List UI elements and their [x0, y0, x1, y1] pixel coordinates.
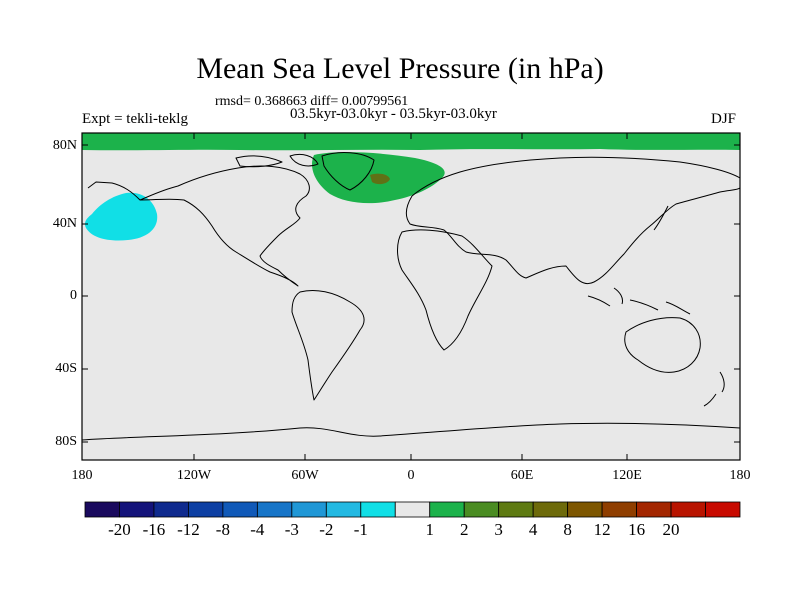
colorbar-label: 12 [593, 520, 611, 539]
colorbar-swatch [153, 501, 189, 518]
coast-eurasia [405, 156, 741, 284]
coast-antarctica [81, 422, 741, 441]
lon-label-60w: 60W [291, 468, 319, 483]
colorbar-swatch [601, 501, 637, 518]
colorbar-label: 8 [563, 520, 572, 539]
colorbar-swatch [222, 501, 258, 518]
colorbar-swatch [256, 501, 293, 518]
colorbar-swatch [429, 501, 465, 518]
colorbar-swatch [463, 501, 500, 518]
colorbar-label: -2 [319, 520, 334, 539]
lat-label-40s: 40S [55, 361, 77, 376]
colorbar-label: -20 [108, 520, 131, 539]
colorbar-label: 1 [425, 520, 434, 539]
colorbar-label: -1 [353, 520, 368, 539]
lon-label-0: 0 [407, 468, 415, 483]
lon-label-120w: 120W [176, 468, 212, 483]
colorbar-swatch [119, 501, 155, 518]
coast-new-zealand [703, 371, 725, 407]
colorbar-label: -4 [250, 520, 265, 539]
coast-south-america [291, 289, 365, 401]
coast-greenland [321, 152, 375, 191]
colorbar-swatch [188, 501, 224, 518]
iceland-strong-anomaly [370, 173, 390, 185]
colorbar-swatch [394, 501, 431, 518]
lon-label-180e: 180 [729, 468, 751, 483]
colorbar-swatch [84, 501, 120, 518]
north-pacific-negative-anomaly [84, 192, 158, 241]
lon-label-180w: 180 [71, 468, 93, 483]
stats-line: rmsd= 0.368663 diff= 0.00799561 [215, 94, 409, 109]
coast-australia [624, 317, 701, 373]
colorbar-label: 20 [662, 520, 680, 539]
colorbar-swatch [705, 501, 741, 518]
plot-subtitle: 03.5kyr-03.0kyr - 03.5kyr-03.0kyr [290, 106, 497, 122]
lat-label-40n: 40N [52, 216, 77, 231]
colorbar-label: 4 [528, 520, 538, 539]
coast-north-america [87, 165, 310, 287]
colorbar-swatch [325, 501, 362, 518]
lon-label-120e: 120E [612, 468, 642, 483]
experiment-label: Expt = tekli-teklg [82, 111, 188, 127]
lat-label-80n: 80N [52, 138, 77, 153]
colorbar-label: -3 [284, 520, 299, 539]
colorbar-swatch [636, 501, 672, 518]
colorbar-label: 2 [459, 520, 469, 539]
colorbar-swatch [291, 501, 327, 518]
colorbar-swatch [532, 501, 569, 518]
colorbar-label: -8 [215, 520, 230, 539]
coastlines [81, 152, 741, 441]
colorbar [84, 501, 741, 518]
lat-label-80s: 80S [55, 434, 77, 449]
coast-japan [653, 205, 669, 231]
coast-arctic-islands [235, 153, 319, 168]
colorbar-swatch [498, 501, 534, 518]
colorbar-label: -16 [142, 520, 166, 539]
colorbar-swatch [360, 501, 396, 518]
colorbar-label: 3 [494, 520, 503, 539]
coast-maritime-continent [587, 287, 691, 315]
colorbar-label: 16 [628, 520, 646, 539]
lat-label-0: 0 [70, 288, 77, 303]
colorbar-label: -12 [177, 520, 200, 539]
lon-label-60e: 60E [510, 468, 534, 483]
colorbar-swatch [567, 501, 603, 518]
plot-title: Mean Sea Level Pressure (in hPa) [196, 52, 604, 85]
coast-africa [397, 229, 493, 351]
season-label: DJF [711, 111, 737, 127]
tick-marks [81, 133, 741, 460]
arctic-positive-anomaly [82, 133, 740, 151]
colorbar-swatch [670, 501, 706, 518]
